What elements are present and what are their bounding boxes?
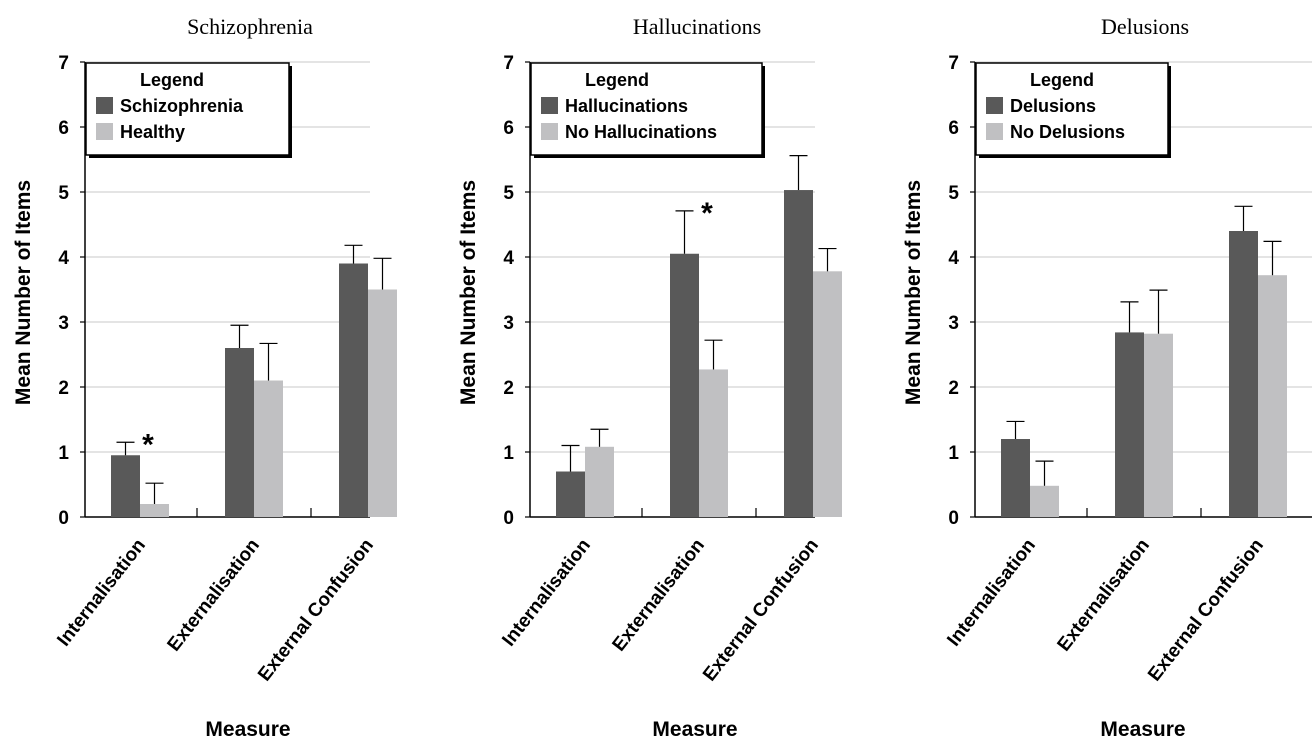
bar-light (699, 369, 728, 517)
bar-dark (339, 263, 368, 517)
significance-marker: * (701, 197, 713, 230)
x-axis-label: Measure (652, 718, 737, 741)
y-tick-label: 6 (58, 118, 69, 139)
x-tick-label: Internalisation (498, 535, 594, 650)
bar-dark (111, 455, 140, 517)
y-tick-label: 1 (503, 443, 514, 464)
legend-swatch (541, 123, 558, 140)
y-tick-label: 7 (58, 53, 69, 74)
y-tick-label: 4 (948, 248, 959, 269)
bar-light (140, 504, 169, 517)
x-tick-label: Externalisation (1054, 535, 1154, 655)
legend-swatch (96, 97, 113, 114)
y-tick-label: 7 (503, 53, 514, 74)
y-tick-label: 6 (948, 118, 959, 139)
x-axis-label: Measure (205, 718, 290, 741)
y-tick-label: 3 (58, 313, 69, 334)
legend: Legend Schizophrenia Healthy (85, 62, 292, 158)
y-tick-label: 2 (948, 378, 959, 399)
x-tick-label: Internalisation (53, 535, 149, 650)
chart-title: Delusions (1101, 14, 1189, 39)
legend-swatch (986, 97, 1003, 114)
y-tick-label: 3 (503, 313, 514, 334)
y-tick-label: 6 (503, 118, 514, 139)
y-tick-label: 2 (503, 378, 514, 399)
legend-swatch (96, 123, 113, 140)
y-tick-label: 4 (503, 248, 514, 269)
chart-title: Hallucinations (633, 14, 761, 39)
y-tick-label: 4 (58, 248, 69, 269)
y-tick-label: 5 (58, 183, 69, 204)
legend-box (975, 62, 1169, 156)
legend-entry: Healthy (120, 122, 185, 142)
legend-entry: No Hallucinations (565, 122, 717, 142)
x-tick-label: External Confusion (1144, 535, 1268, 685)
y-tick-label: 5 (503, 183, 514, 204)
x-tick-label: External Confusion (254, 535, 378, 685)
bar-dark (784, 190, 813, 518)
y-axis-label: Mean Number of Items (902, 180, 925, 405)
x-tick-label: Externalisation (609, 535, 709, 655)
x-axis-label: Measure (1100, 718, 1185, 741)
legend-entry: Hallucinations (565, 96, 688, 116)
chart-panel-3: Delusions 0 1 2 3 4 5 6 7 Mean Number of Items Int… (902, 14, 1312, 741)
y-tick-label: 0 (58, 508, 69, 529)
y-tick-label: 5 (948, 183, 959, 204)
bar-dark (1001, 439, 1030, 517)
legend: Legend Delusions No Delusions (975, 62, 1171, 158)
bar-light (1258, 275, 1287, 517)
y-tick-label: 7 (948, 53, 959, 74)
bar-light (368, 289, 397, 517)
significance-marker: * (142, 428, 154, 461)
chart-panel-1: Schizophrenia 0 1 2 3 4 5 6 7 Mean Number of Item… (12, 14, 397, 741)
y-tick-label: 2 (58, 378, 69, 399)
bar-light (813, 271, 842, 517)
legend-entry: Delusions (1010, 96, 1096, 116)
chart-title: Schizophrenia (187, 14, 313, 39)
legend-entry: No Delusions (1010, 122, 1125, 142)
bar-dark (556, 471, 585, 517)
bar-light (254, 380, 283, 517)
y-tick-label: 1 (58, 443, 69, 464)
y-tick-label: 0 (948, 508, 959, 529)
x-tick-label: Externalisation (164, 535, 264, 655)
legend: Legend Hallucinations No Hallucinations (530, 62, 765, 158)
legend-title: Legend (140, 70, 204, 90)
bar-light (585, 446, 614, 517)
bar-dark (670, 253, 699, 517)
bar-dark (1115, 332, 1144, 517)
legend-box (530, 62, 763, 156)
y-tick-label: 0 (503, 508, 514, 529)
bar-dark (1229, 231, 1258, 517)
legend-swatch (986, 123, 1003, 140)
x-tick-label: External Confusion (699, 535, 823, 685)
bar-light (1144, 333, 1173, 517)
y-axis-label: Mean Number of Items (12, 180, 35, 405)
legend-entry: Schizophrenia (120, 96, 244, 116)
x-tick-label: Internalisation (943, 535, 1039, 650)
y-tick-label: 1 (948, 443, 959, 464)
chart-panel-2: Hallucinations 0 1 2 3 4 5 6 7 Mean Number of Ite… (457, 14, 842, 741)
legend-title: Legend (585, 70, 649, 90)
legend-swatch (541, 97, 558, 114)
legend-box (85, 62, 290, 156)
bar-light (1030, 485, 1059, 517)
y-axis-label: Mean Number of Items (457, 180, 480, 405)
y-tick-label: 3 (948, 313, 959, 334)
bar-dark (225, 348, 254, 517)
legend-title: Legend (1030, 70, 1094, 90)
